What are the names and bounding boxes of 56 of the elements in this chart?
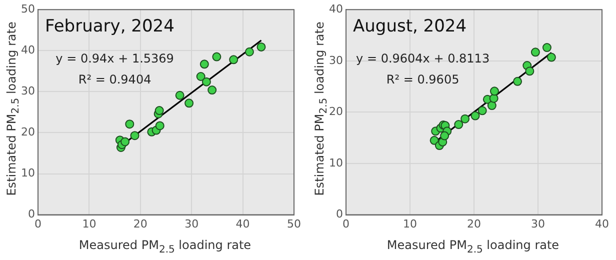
point (470, 111, 480, 120)
point (184, 98, 194, 108)
point (525, 66, 534, 76)
annotation: y = 0.94x + 1.5369 (56, 52, 174, 66)
point (542, 43, 552, 52)
point (196, 72, 206, 81)
x-tick-label: 20 (133, 217, 148, 230)
x-tick-label: 40 (236, 217, 250, 230)
y-tick-label: 30 (20, 84, 35, 98)
point (546, 52, 556, 62)
y-tick-label: 50 (20, 2, 35, 16)
point (490, 86, 499, 96)
annotation: y = 0.9604x + 0.8113 (356, 52, 490, 66)
y-tick-label: 40 (20, 44, 35, 56)
y-tick-label: 30 (328, 54, 343, 67)
x-axis-title: Measured PM$_{2.5}$ loading rate (386, 238, 560, 256)
point (256, 42, 266, 52)
point (430, 136, 439, 145)
point (440, 131, 450, 140)
point (530, 48, 540, 57)
x-tick-label: 20 (467, 217, 481, 230)
point (175, 90, 184, 100)
y-tick-label: 10 (328, 156, 343, 170)
y-tick-label: 0 (336, 208, 343, 221)
point (478, 106, 487, 116)
x-tick-label: 40 (595, 217, 609, 230)
text: August, 2024 (352, 16, 467, 37)
x-tick-label: 30 (184, 217, 199, 230)
point (460, 114, 470, 124)
x-axis-title: Measured PM$_{2.5}$ loading rate (78, 238, 252, 256)
point (229, 55, 238, 64)
point (212, 52, 222, 62)
x-tick-label: 10 (403, 217, 417, 230)
point (130, 131, 140, 140)
y-tick-label: 20 (328, 105, 343, 118)
point (244, 47, 254, 56)
y-tick-label: 40 (328, 2, 343, 16)
point (125, 120, 134, 129)
point (200, 60, 209, 69)
x-tick-label: 10 (82, 217, 96, 230)
y-tick-label: 10 (20, 166, 35, 180)
point (155, 121, 164, 130)
text: February, 2024 (44, 16, 174, 37)
point (120, 137, 130, 146)
y-tick-label: 0 (28, 208, 35, 221)
x-tick-label: 30 (531, 217, 545, 230)
point (454, 120, 464, 130)
point (487, 101, 496, 110)
point (208, 86, 217, 95)
x-tick-label: 50 (287, 217, 301, 230)
point (154, 106, 164, 116)
point (513, 76, 522, 86)
annotation: R² = 0.9605 (386, 72, 460, 87)
point (202, 77, 211, 86)
annotation: R² = 0.9404 (78, 72, 152, 87)
y-tick-label: 20 (20, 126, 35, 139)
